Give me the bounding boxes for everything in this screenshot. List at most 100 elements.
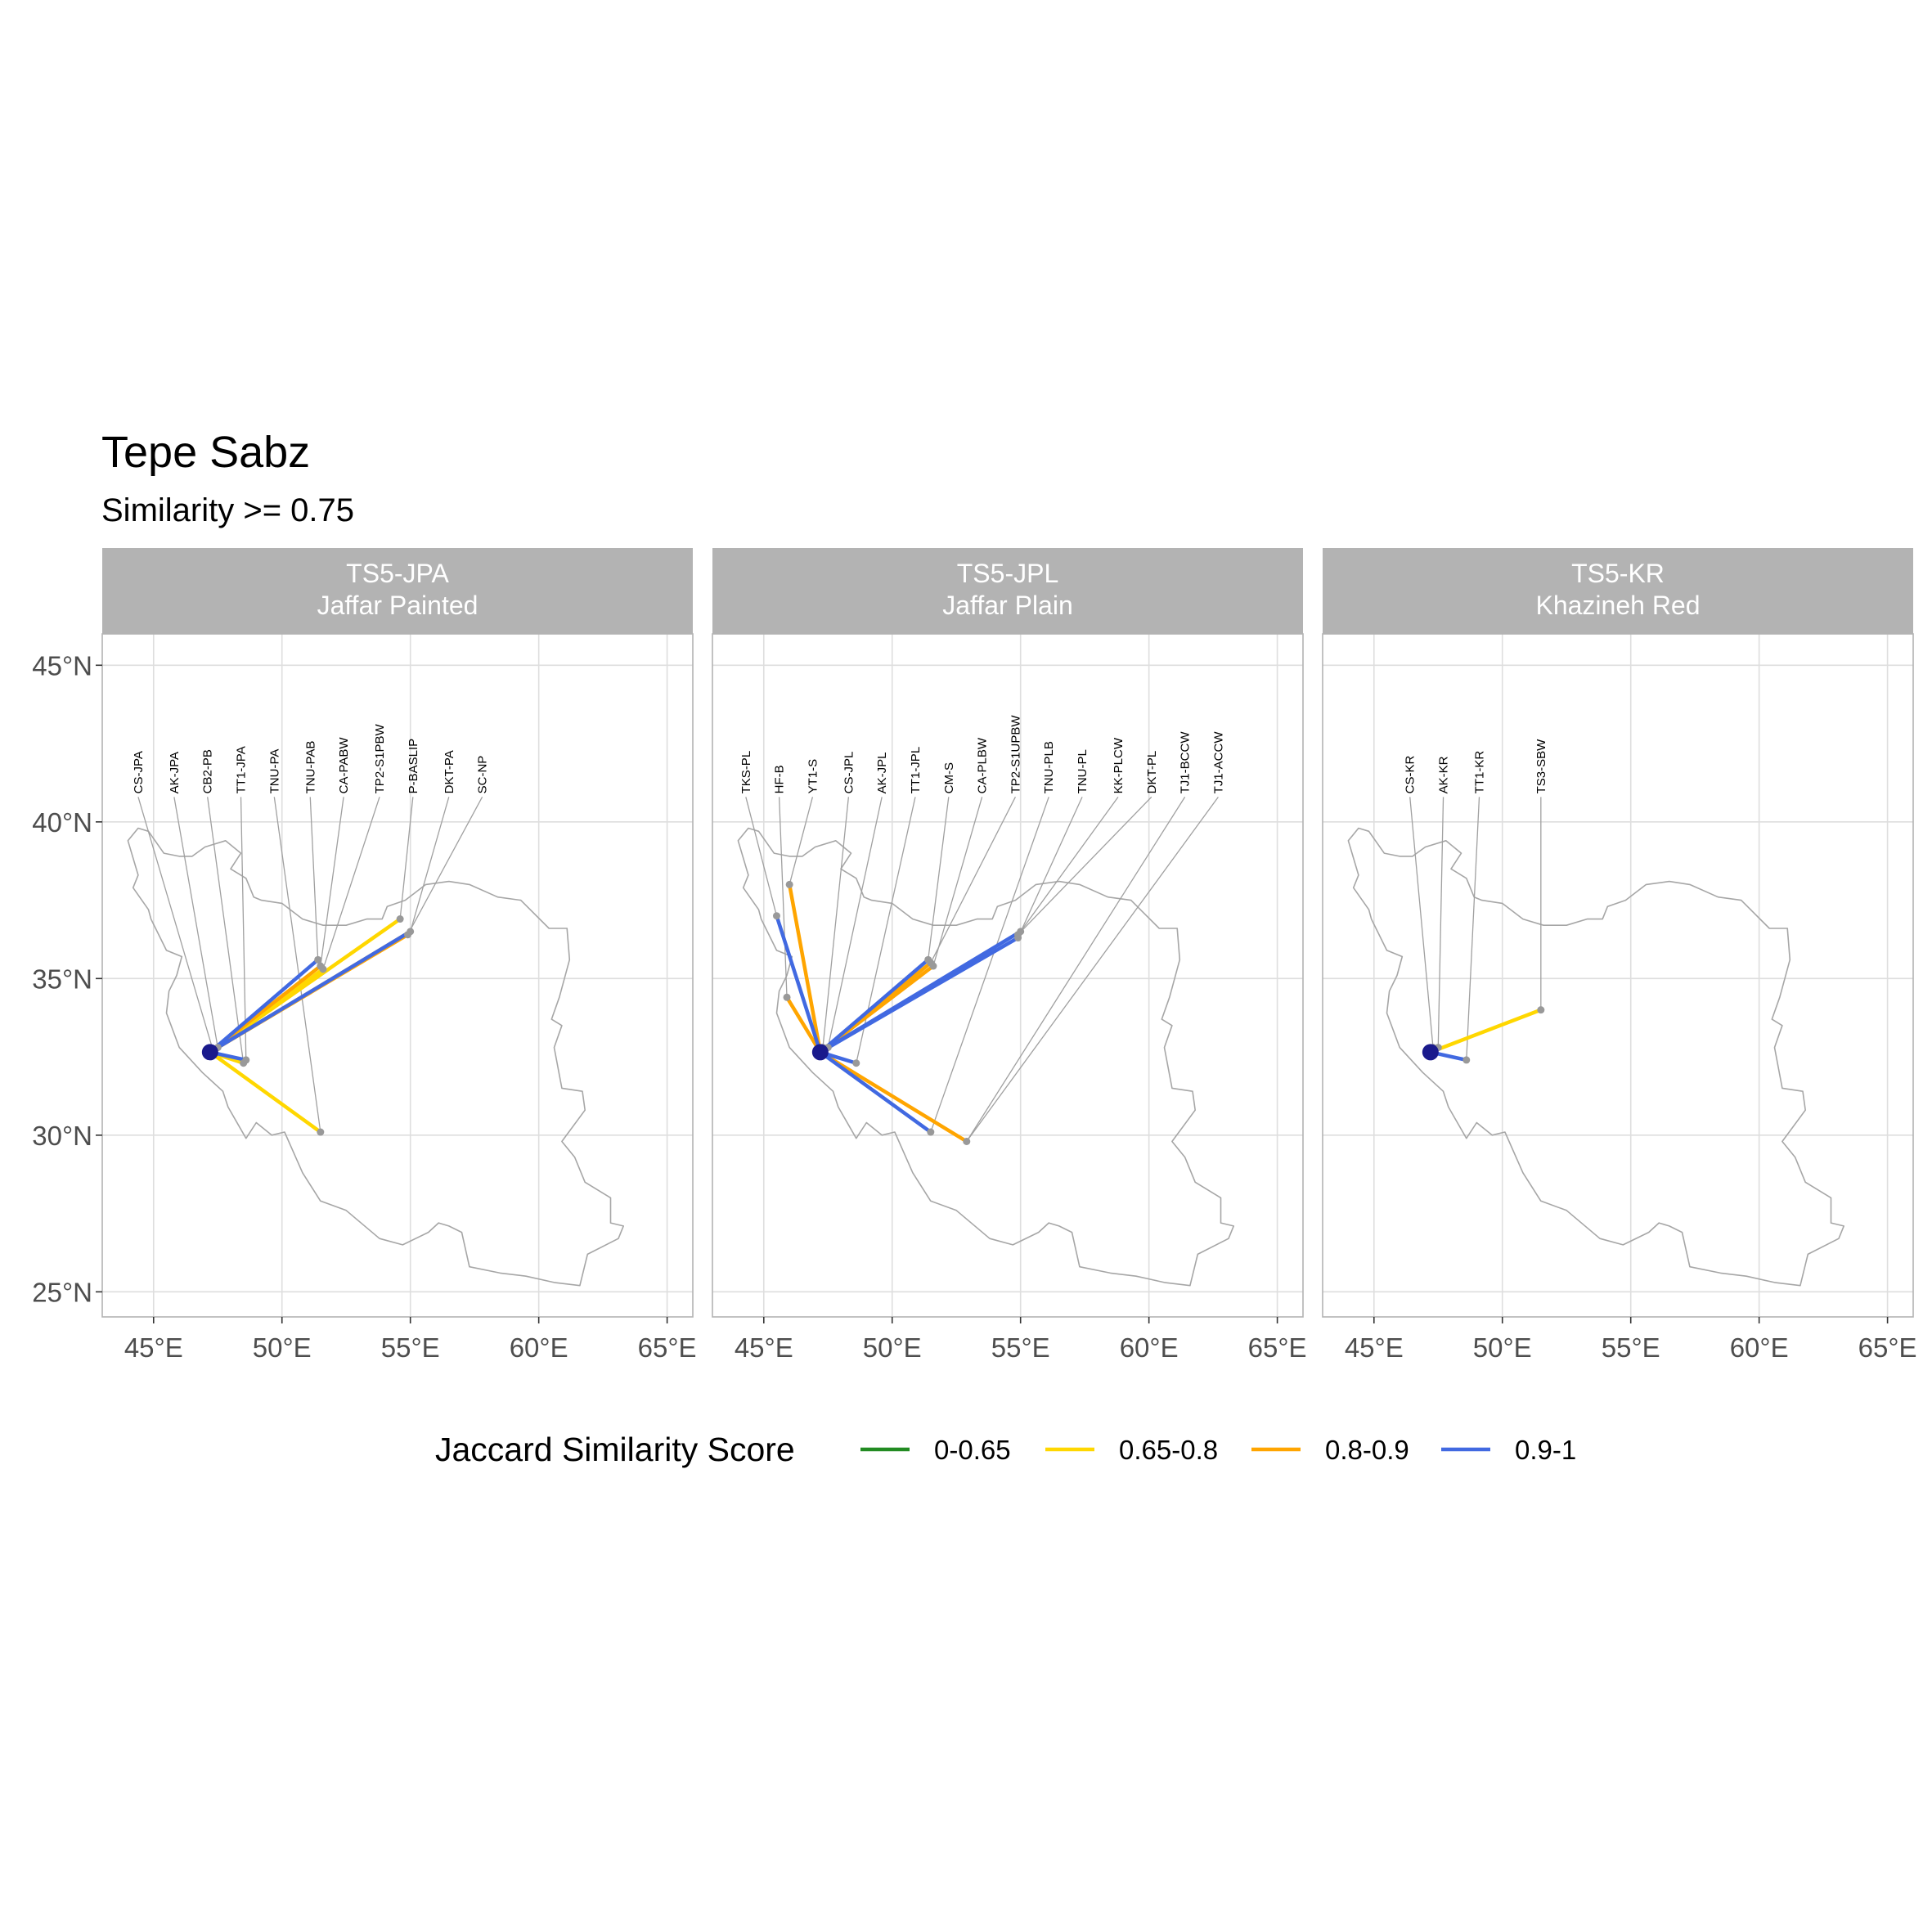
y-tick-label: 45°N — [32, 650, 92, 681]
site-point — [772, 912, 780, 920]
label-leader-line — [1020, 796, 1119, 932]
country-outline — [737, 827, 1234, 1287]
site-label: AK-JPL — [875, 752, 889, 793]
site-point — [852, 1059, 860, 1067]
label-leader-line — [966, 796, 1219, 1142]
facet-strip — [102, 548, 693, 634]
x-tick-label: 65°E — [1858, 1332, 1917, 1363]
facet-panel-ts5-jpa: TS5-JPA Jaffar Painted CS-JPA AK-JPA CB2-PB T… — [101, 548, 694, 1318]
country-outline — [127, 827, 625, 1287]
similarity-link — [1428, 1008, 1543, 1054]
site-point — [317, 1128, 325, 1136]
label-leader-line — [1409, 797, 1434, 1048]
y-tick-label: 30°N — [32, 1121, 92, 1151]
label-leader-line — [789, 797, 814, 885]
panel-background — [102, 634, 693, 1317]
label-leader-line — [1437, 797, 1445, 1048]
facet-strip — [712, 548, 1303, 634]
origin-point — [1422, 1044, 1439, 1061]
x-tick-label: 65°E — [1248, 1332, 1307, 1363]
origin-point — [201, 1044, 218, 1061]
x-tick-label: 45°E — [124, 1332, 183, 1363]
legend-label: 0-0.65 — [934, 1435, 1011, 1465]
legend-label: 0.8-0.9 — [1325, 1435, 1409, 1465]
origin-point — [811, 1044, 829, 1061]
country-outline — [1347, 827, 1844, 1287]
facet-strip-subtitle: Jaffar Plain — [942, 591, 1073, 620]
panel-border — [1322, 633, 1914, 1318]
label-leader-line — [273, 797, 321, 1133]
x-tick-label: 45°E — [1345, 1332, 1404, 1363]
site-point — [783, 993, 791, 1001]
panel-background — [712, 634, 1303, 1317]
site-point — [404, 931, 412, 939]
similarity-link — [818, 1050, 933, 1134]
similarity-link — [818, 958, 930, 1054]
panel-border — [101, 633, 694, 1318]
similarity-link — [208, 929, 412, 1054]
facet-panel-ts5-kr: TS5-KR Khazineh Red CS-KR AK-KR TT1-KR TS3-SB… — [1322, 548, 1914, 1318]
facet-strip-subtitle: Jaffar Painted — [317, 591, 479, 620]
site-label: TJ1-BCCW — [1179, 731, 1193, 794]
site-label: CS-JPA — [132, 751, 146, 793]
x-tick-label: 60°E — [1120, 1332, 1179, 1363]
site-label: CM-S — [942, 762, 956, 793]
legend-title: Jaccard Similarity Score — [435, 1431, 795, 1468]
site-label: TNU-PA — [267, 749, 281, 794]
site-label: AK-JPA — [168, 752, 182, 793]
site-label: CB2-PB — [201, 749, 215, 793]
label-leader-line — [207, 797, 245, 1063]
site-label: CS-KR — [1404, 756, 1418, 794]
facet-strip-title: TS5-JPL — [957, 559, 1058, 588]
x-tick-label: 55°E — [991, 1332, 1050, 1363]
site-label: TKS-PL — [739, 751, 753, 794]
label-leader-line — [407, 797, 483, 936]
x-axes: 45°E 50°E 55°E 60°E 65°E 45°E 50°E 55°E 60°E 65°E… — [124, 1317, 1917, 1363]
site-label: TT1-JPA — [235, 746, 249, 793]
site-label: TS3-SBW — [1534, 739, 1548, 794]
site-point — [785, 880, 793, 888]
x-tick-label: 60°E — [1730, 1332, 1789, 1363]
label-leader-line — [137, 797, 213, 1049]
site-label: HF-B — [773, 765, 787, 793]
x-tick-label: 50°E — [863, 1332, 922, 1363]
label-leader-line — [240, 797, 247, 1060]
site-label: TP2-S1UPBW — [1009, 715, 1022, 794]
label-leader-line — [822, 797, 850, 1048]
site-label: TNU-PL — [1076, 749, 1090, 793]
legend: Jaccard Similarity Score 0-0.65 0.65-0.8 0… — [435, 1431, 1576, 1468]
x-tick-label: 55°E — [381, 1332, 440, 1363]
label-leader-line — [322, 797, 380, 970]
facet-strip-title: TS5-JPA — [346, 559, 449, 588]
label-leader-line — [827, 797, 883, 1048]
site-label: CA-PABW — [337, 737, 351, 794]
similarity-link — [208, 958, 320, 1054]
label-leader-line — [932, 797, 983, 967]
y-tick-label: 35°N — [32, 964, 92, 994]
site-label: DKT-PA — [443, 750, 456, 793]
label-leader-line — [309, 797, 319, 960]
facet-panel-ts5-jpl: TS5-JPL Jaffar Plain TKS-PL HF-B YT1-S CS-JPL… — [712, 548, 1304, 1318]
legend-items: 0-0.65 0.65-0.8 0.8-0.9 0.9-1 — [860, 1435, 1576, 1465]
panel-border — [712, 633, 1304, 1318]
site-point — [396, 915, 404, 923]
label-leader-line — [1018, 796, 1152, 936]
y-axis: 25°N 30°N 35°N 40°N 45°N — [32, 650, 102, 1307]
chart-title: Tepe Sabz — [101, 428, 310, 477]
site-point — [1462, 1056, 1471, 1064]
x-tick-label: 60°E — [510, 1332, 568, 1363]
legend-label: 0.9-1 — [1515, 1435, 1576, 1465]
site-label: TT1-JPL — [909, 747, 923, 794]
site-label: CA-PLBW — [976, 737, 990, 793]
site-label: SC-NP — [476, 756, 490, 794]
x-tick-label: 45°E — [735, 1332, 793, 1363]
site-label: KK-PLCW — [1112, 737, 1126, 793]
site-label: TJ1-ACCW — [1211, 731, 1225, 794]
panel-background — [1323, 634, 1913, 1317]
chart-subtitle: Similarity >= 0.75 — [101, 492, 354, 528]
label-leader-line — [173, 797, 218, 1048]
label-leader-line — [930, 797, 1016, 964]
site-point — [1537, 1006, 1545, 1014]
x-tick-label: 50°E — [253, 1332, 312, 1363]
